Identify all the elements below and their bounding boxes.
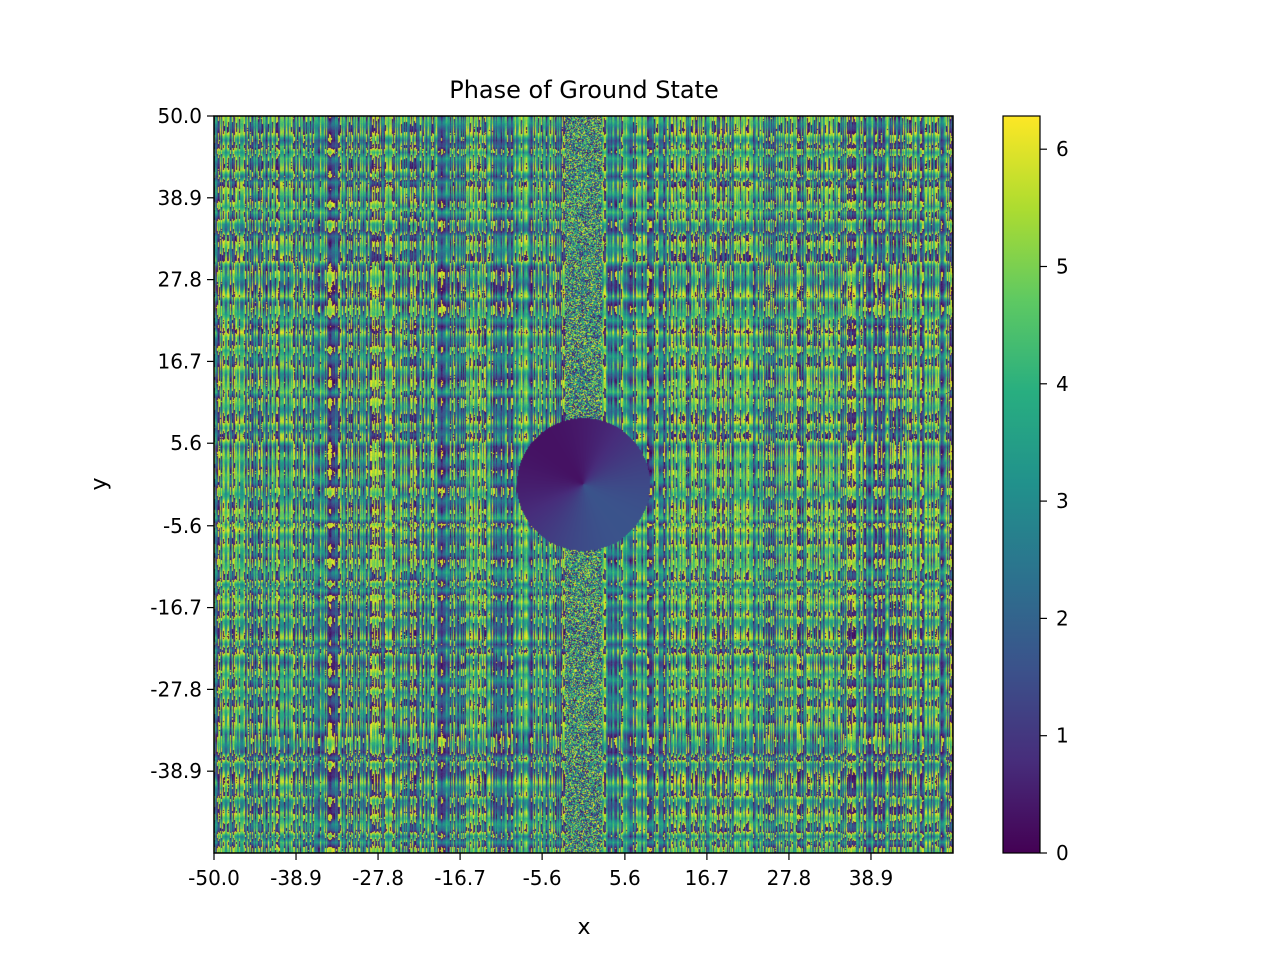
y-tick-label: 27.8 (157, 268, 202, 292)
heatmap-area (214, 116, 953, 853)
x-axis-label: x (577, 915, 590, 940)
y-tick-label: -38.9 (150, 759, 202, 783)
y-axis-label: y (87, 477, 112, 490)
x-tick-label: -27.8 (352, 866, 404, 890)
x-tick-label: -50.0 (188, 866, 240, 890)
x-tick-label: -38.9 (270, 866, 322, 890)
plot-frame (213, 115, 954, 854)
x-tick-label: -16.7 (434, 866, 486, 890)
x-tick-label: -5.6 (523, 866, 562, 890)
y-tick-label: 16.7 (157, 349, 202, 373)
colorbar-tick-label: 5 (1056, 254, 1069, 278)
x-axis: -50.0 -38.9 -27.8 -16.7 -5.6 5.6 16.7 27.8 38.9 (188, 853, 893, 890)
y-tick-label: -27.8 (150, 677, 202, 701)
colorbar-tick-label: 6 (1056, 137, 1069, 161)
colorbar-tick-label: 3 (1056, 489, 1069, 513)
x-tick-label: 16.7 (685, 866, 730, 890)
y-tick-label: 50.0 (157, 104, 202, 128)
colorbar-tick-label: 4 (1056, 372, 1069, 396)
colorbar-axis: 0 1 2 3 4 5 6 (1040, 137, 1069, 865)
chart-title: Phase of Ground State (449, 76, 718, 104)
y-tick-label: 38.9 (157, 186, 202, 210)
colorbar-tick-label: 2 (1056, 606, 1069, 630)
colorbar-tick-label: 1 (1056, 724, 1069, 748)
x-tick-label: 5.6 (609, 866, 641, 890)
x-tick-label: 38.9 (849, 866, 894, 890)
y-tick-label: -5.6 (163, 514, 202, 538)
colorbar (1002, 115, 1041, 854)
y-axis: 50.0 38.9 27.8 16.7 5.6 -5.6 -16.7 -27.8 -38.9 (150, 104, 214, 783)
y-tick-label: -16.7 (150, 596, 202, 620)
heatmap-canvas (214, 116, 953, 853)
y-tick-label: 5.6 (170, 431, 202, 455)
x-tick-label: 27.8 (767, 866, 812, 890)
colorbar-tick-label: 0 (1056, 841, 1069, 865)
